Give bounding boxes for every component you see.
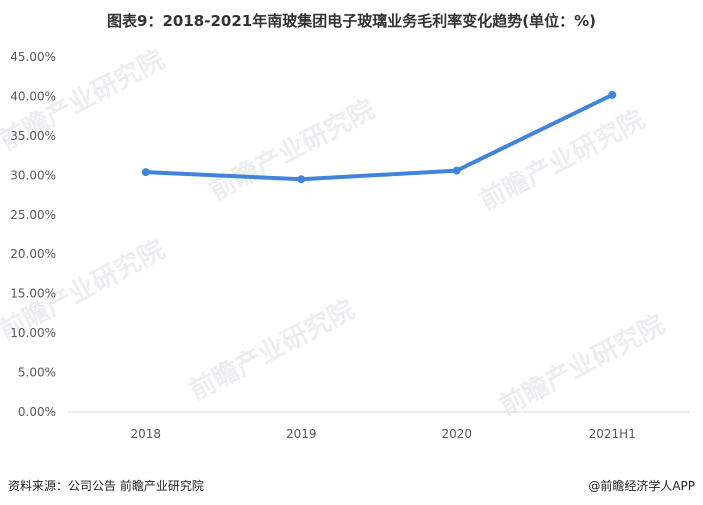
series-line xyxy=(143,92,615,182)
y-tick-label: 0.00% xyxy=(18,405,56,419)
y-tick-label: 35.00% xyxy=(10,129,56,143)
chart-title: 图表9：2018-2021年南玻集团电子玻璃业务毛利率变化趋势(单位：%) xyxy=(107,12,596,30)
y-tick-label: 5.00% xyxy=(18,366,56,380)
x-tick-label: 2021H1 xyxy=(589,427,636,441)
data-point xyxy=(141,168,150,177)
line-chart: 0.00% 5.00% 10.00% 15.00% 20.00% 25.00% 30.00%… xyxy=(10,50,690,441)
brand-note: @前瞻经济学人APP xyxy=(588,479,695,493)
y-tick-label: 45.00% xyxy=(10,50,56,64)
data-point xyxy=(297,175,306,184)
y-tick-label: 10.00% xyxy=(10,326,56,340)
x-tick-label: 2018 xyxy=(130,427,161,441)
x-tick-label: 2019 xyxy=(286,427,317,441)
x-tick-label: 2020 xyxy=(441,427,472,441)
y-tick-label: 20.00% xyxy=(10,247,56,261)
y-tick-label: 30.00% xyxy=(10,168,56,182)
data-point xyxy=(608,90,617,99)
y-tick-label: 25.00% xyxy=(10,208,56,222)
y-tick-label: 40.00% xyxy=(10,89,56,103)
source-note: 资料来源：公司公告 前瞻产业研究院 xyxy=(8,479,204,493)
data-point xyxy=(452,166,461,175)
y-tick-label: 15.00% xyxy=(10,287,56,301)
